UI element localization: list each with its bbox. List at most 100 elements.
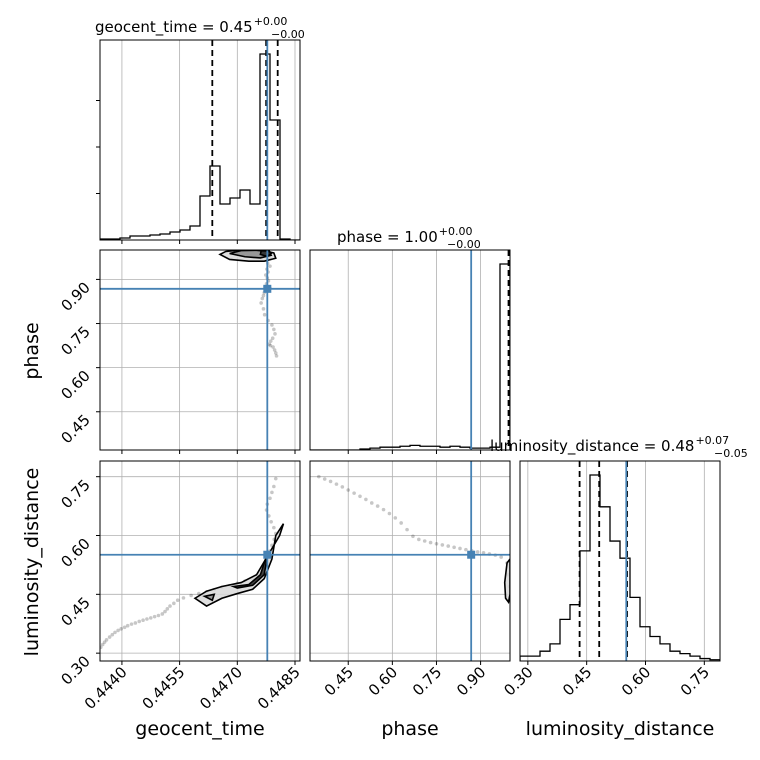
sample-point (260, 296, 265, 301)
title-phase: phase = 1.00+0.00 −0.00 (337, 225, 481, 251)
xlabel-geocent-time: geocent_time (135, 718, 264, 740)
sample-point (481, 550, 486, 555)
sample-point (270, 336, 275, 341)
sample-point (172, 601, 176, 606)
panel-frame (99, 460, 301, 662)
sample-point (163, 609, 167, 614)
truth-marker (263, 284, 272, 293)
sample-point (364, 497, 368, 502)
truth-marker (467, 550, 476, 559)
histogram-luminosity-distance (520, 474, 720, 661)
sample-point (165, 607, 170, 611)
sample-point (393, 516, 398, 520)
sample-point (317, 474, 321, 479)
sample-point (434, 541, 439, 546)
sample-point (145, 617, 149, 621)
sample-point (107, 635, 112, 639)
panel-frame (99, 39, 301, 241)
title-phase-plus: +0.00 (439, 225, 473, 238)
sample-point (352, 491, 356, 495)
sample-point (270, 323, 274, 327)
sample-point (375, 504, 380, 508)
panel-body (100, 461, 300, 661)
sample-point (328, 479, 333, 484)
sample-point (499, 555, 503, 559)
sample-point (268, 496, 272, 501)
sample-point (475, 550, 480, 554)
sample-point (381, 507, 386, 512)
sample-point (129, 622, 134, 626)
panel-body (100, 250, 300, 450)
sample-point (417, 537, 421, 542)
sample-point (268, 343, 273, 348)
sample-point (152, 614, 157, 619)
panel-hist-geocent-time (96, 39, 301, 244)
sample-point (411, 534, 415, 539)
xlabel-luminosity-distance: luminosity_distance (526, 718, 715, 740)
title-luminosity-distance-plus: +0.07 (695, 434, 729, 447)
sample-point (458, 546, 462, 551)
sample-point (446, 544, 451, 548)
density-contour (259, 250, 273, 258)
sample-point (119, 627, 123, 631)
sample-point (268, 339, 273, 343)
sample-point (100, 642, 105, 647)
sample-point (181, 596, 186, 600)
panel-frame (519, 460, 721, 662)
title-geocent-time-plus: +0.00 (254, 15, 288, 28)
sample-point (422, 539, 427, 543)
density-contour (230, 550, 269, 589)
sample-point (116, 628, 120, 633)
sample-point (452, 545, 456, 550)
title-geocent-time-minus: −0.00 (271, 28, 305, 41)
sample-point (272, 525, 276, 530)
sample-point (113, 630, 117, 635)
sample-point (322, 477, 327, 481)
sample-point (428, 540, 433, 545)
sample-point (137, 619, 142, 624)
sample-point (100, 645, 103, 650)
sample-point (271, 345, 275, 349)
title-luminosity-distance: luminosity_distance = 0.48+0.07 −0.05 (490, 434, 748, 460)
sample-point (125, 623, 130, 628)
sample-point (156, 613, 161, 618)
sample-point (270, 490, 274, 495)
sample-point (274, 354, 279, 358)
sample-point (104, 638, 109, 642)
panel-frame (309, 460, 511, 662)
sample-point (175, 598, 180, 603)
sample-point (122, 625, 127, 630)
sample-point (110, 632, 115, 637)
sample-point (259, 301, 263, 305)
sample-point (334, 482, 339, 486)
sample-point (261, 307, 266, 311)
sample-point (262, 312, 267, 317)
sample-point (272, 484, 276, 489)
panel-hist-phase (309, 249, 511, 454)
sample-point (189, 593, 193, 598)
panel-frame (99, 249, 301, 451)
sample-point (273, 476, 278, 481)
title-phase-minus: −0.00 (447, 238, 481, 251)
density-contour (202, 593, 216, 602)
sample-point (133, 621, 138, 625)
ylabel-luminosity-distance: luminosity_distance (21, 468, 43, 657)
sample-point (369, 501, 374, 505)
sample-point (272, 348, 277, 352)
sample-point (273, 351, 278, 355)
sample-point (440, 543, 445, 547)
panel-body (310, 461, 510, 661)
title-luminosity-distance-minus: −0.05 (714, 447, 748, 460)
sample-point (269, 519, 273, 524)
density-contour (503, 557, 510, 605)
sample-point (387, 511, 392, 516)
sample-point (405, 527, 409, 532)
title-geocent-time: geocent_time = 0.45+0.00 −0.00 (95, 15, 305, 41)
truth-marker (263, 550, 272, 559)
sample-point (268, 264, 272, 268)
sample-point (272, 327, 276, 332)
sample-point (358, 494, 362, 499)
sample-point (399, 521, 403, 525)
